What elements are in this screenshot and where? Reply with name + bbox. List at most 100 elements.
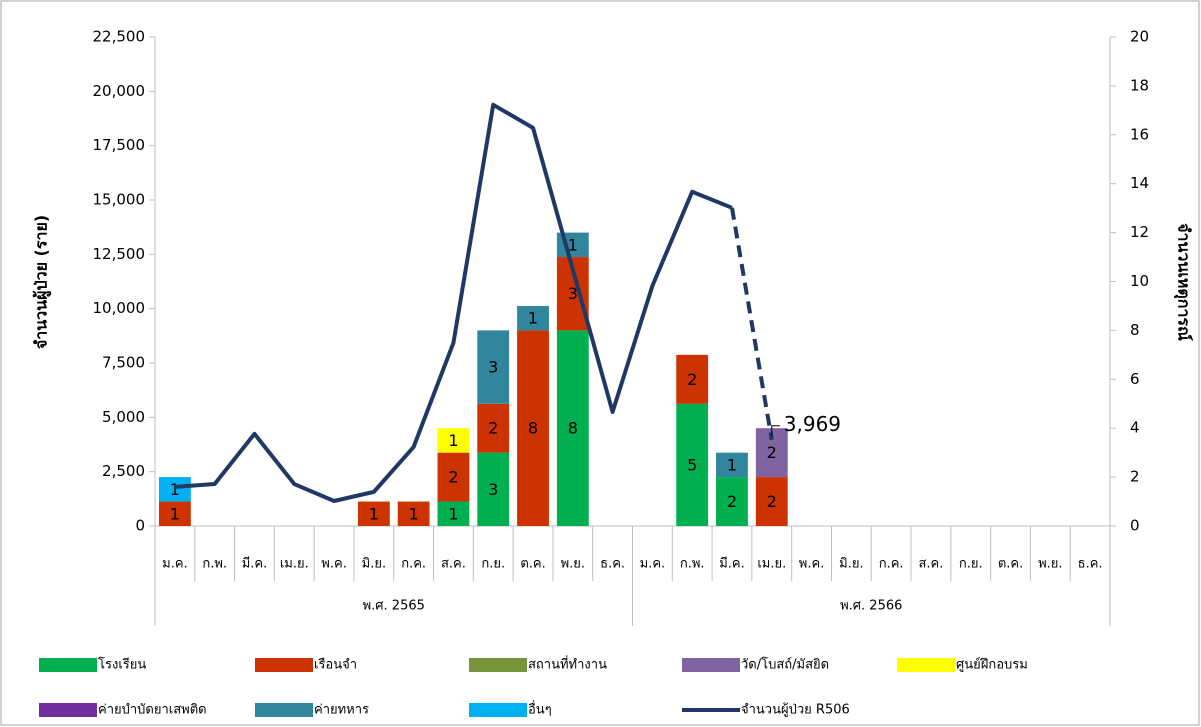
bar-value-label: 2 xyxy=(687,370,697,389)
bar-segment xyxy=(716,452,748,478)
bar-segment xyxy=(676,354,709,404)
bar-value-label: 2 xyxy=(448,468,458,487)
x-tick-label: มิ.ย. xyxy=(839,557,863,572)
legend-label: ค่ายบำบัดยาเสพติด xyxy=(98,703,207,718)
legend-label: โรงเรียน xyxy=(98,657,146,673)
legend-swatch xyxy=(39,703,97,717)
x-tick-label: ส.ค. xyxy=(441,557,466,572)
y2-tick-label: 6 xyxy=(1130,370,1140,388)
y-tick-label: 17,500 xyxy=(93,136,146,154)
legend-swatch xyxy=(682,658,740,672)
x-tick-label: ม.ค. xyxy=(162,557,188,572)
bar-value-label: 3 xyxy=(568,284,578,303)
y2-tick-label: 12 xyxy=(1130,223,1149,241)
x-tick-label: พ.ค. xyxy=(799,557,825,572)
y2-tick-label: 4 xyxy=(1130,419,1140,437)
legend-label: เรือนจำ xyxy=(314,657,357,673)
bar-value-label: 1 xyxy=(170,480,180,499)
y-tick-label: 12,500 xyxy=(93,245,146,263)
y2-tick-label: 14 xyxy=(1130,174,1149,192)
y-axis-label: จำนวนผู้ป่วย (ราย) xyxy=(32,215,53,349)
bar-value-label: 1 xyxy=(409,504,419,523)
bar-value-label: 2 xyxy=(767,443,777,462)
bar-segment xyxy=(477,452,510,526)
bar-value-label: 1 xyxy=(568,235,578,254)
bar-segment xyxy=(477,403,510,453)
x-tick-label: ส.ค. xyxy=(918,557,943,572)
line-series xyxy=(174,102,733,504)
y-tick-label: 15,000 xyxy=(93,191,146,209)
y-tick-label: 2,500 xyxy=(102,462,145,480)
x-tick-label: มี.ค. xyxy=(242,556,268,572)
legend-label: ศูนย์ฝึกอบรม xyxy=(956,657,1028,673)
bar-segment xyxy=(556,330,589,526)
bar-segment xyxy=(755,477,788,526)
bar-value-label: 1 xyxy=(727,455,737,474)
label-leader xyxy=(771,425,780,436)
legend-swatch xyxy=(255,658,313,672)
bar-segment xyxy=(397,501,430,526)
bar-segment xyxy=(517,330,549,526)
legend-swatch xyxy=(469,658,527,672)
y2-tick-label: 10 xyxy=(1130,272,1149,290)
x-tick-label: ก.ย. xyxy=(481,557,505,572)
x-tick-label: เม.ย. xyxy=(757,557,786,572)
y2-tick-label: 16 xyxy=(1130,125,1149,143)
x-tick-label: มิ.ย. xyxy=(362,557,386,572)
y-tick-label: 20,000 xyxy=(93,82,146,100)
legend-label: จำนวนผู้ป่วย R506 xyxy=(741,703,850,718)
y-tick-label: 7,500 xyxy=(102,354,145,372)
x-tick-label: พ.ค. xyxy=(321,557,347,572)
bar-value-label: 8 xyxy=(568,419,578,438)
y-tick-label: 5,000 xyxy=(102,408,145,426)
y2-tick-label: 18 xyxy=(1130,76,1149,94)
x-tick-label: ธ.ค. xyxy=(600,557,625,572)
bar-value-label: 2 xyxy=(767,492,777,511)
y-tick-label: 22,500 xyxy=(93,28,146,46)
x-tick-label: ก.พ. xyxy=(680,557,705,572)
x-tick-label: มี.ค. xyxy=(719,556,745,572)
x-tick-label: ต.ค. xyxy=(998,557,1023,572)
y2-axis-label: จำนวนเหตุการณ์ xyxy=(1174,223,1194,341)
bar-segment xyxy=(437,501,470,526)
legend-label: ค่ายทหาร xyxy=(314,703,369,718)
x-tick-label: ก.ค. xyxy=(401,557,426,572)
legend-swatch xyxy=(255,703,313,717)
y-tick-label: 10,000 xyxy=(93,299,146,317)
legend-label: สถานที่ทำงาน xyxy=(528,656,607,673)
x-tick-label: ก.พ. xyxy=(202,557,227,572)
y2-tick-label: 8 xyxy=(1130,321,1140,339)
bar-value-label: 1 xyxy=(448,431,458,450)
x-tick-label: เม.ย. xyxy=(280,557,309,572)
legend-label: วัด/โบสถ์/มัสยิด xyxy=(741,657,829,673)
bar-value-label: 1 xyxy=(528,309,538,328)
x-tick-label: ก.ค. xyxy=(879,557,904,572)
x-tick-label: ม.ค. xyxy=(640,557,666,572)
bar-value-label: 3 xyxy=(488,358,498,377)
x-tick-label: พ.ย. xyxy=(561,557,585,572)
bar-segment xyxy=(158,501,191,526)
bar-segment xyxy=(676,403,709,526)
bar-segment xyxy=(716,477,748,526)
legend-swatch xyxy=(39,658,97,672)
bar-value-label: 2 xyxy=(488,419,498,438)
bar-value-label: 1 xyxy=(448,504,458,523)
bar-value-label: 3 xyxy=(488,480,498,499)
legend-swatch xyxy=(469,703,527,717)
y-tick-label: 0 xyxy=(135,517,145,535)
group-label: พ.ศ. 2566 xyxy=(840,599,902,614)
bar-segment xyxy=(517,305,549,331)
group-label: พ.ศ. 2565 xyxy=(363,599,425,614)
y2-tick-label: 20 xyxy=(1130,28,1149,46)
bar-segment xyxy=(437,428,470,453)
x-tick-label: พ.ย. xyxy=(1038,557,1062,572)
y2-tick-label: 0 xyxy=(1130,517,1140,535)
bar-segment xyxy=(477,330,510,404)
y2-tick-label: 2 xyxy=(1130,468,1140,486)
legend-label: อื่นๆ xyxy=(528,701,552,718)
bar-value-label: 8 xyxy=(528,419,538,438)
bar-value-label: 1 xyxy=(369,504,379,523)
bar-value-label: 2 xyxy=(727,492,737,511)
bar-segment xyxy=(437,452,470,502)
